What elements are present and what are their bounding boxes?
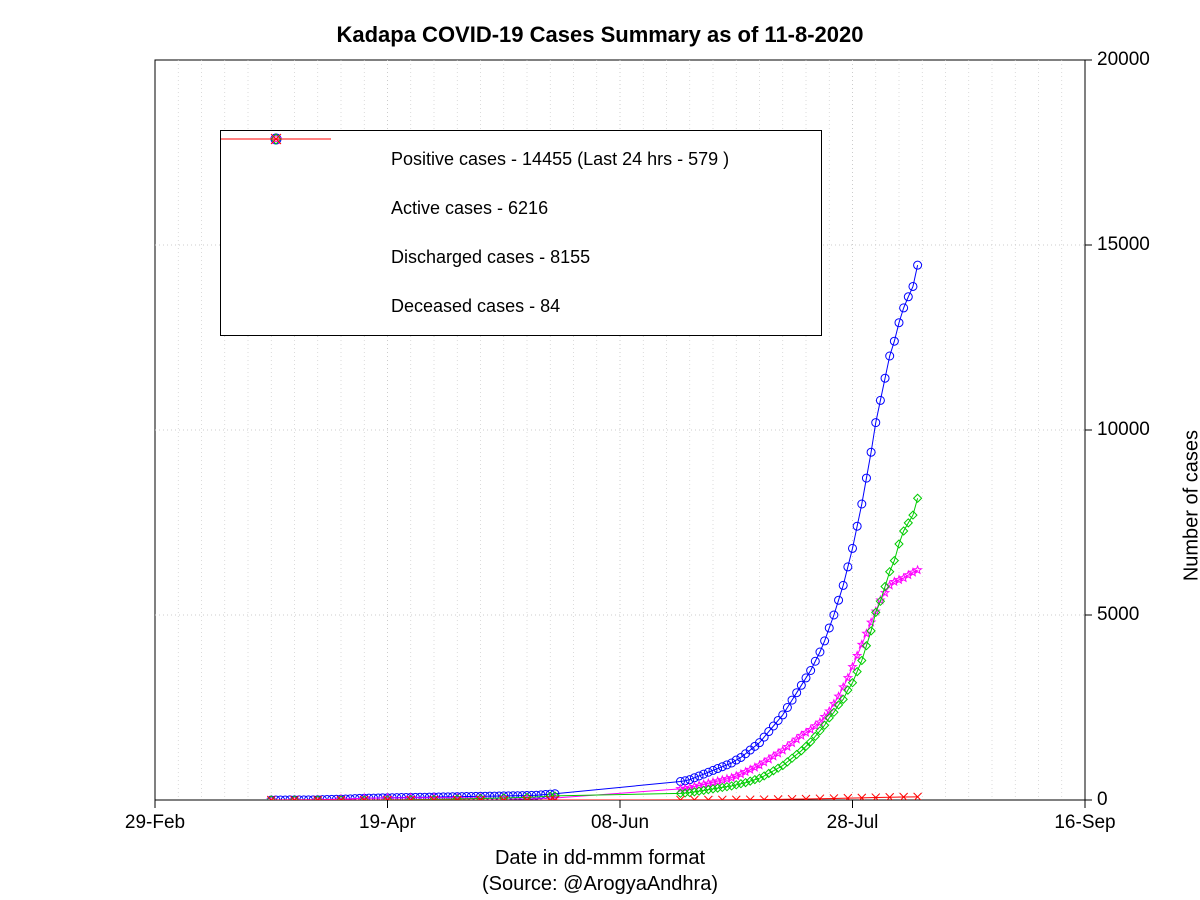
legend-item: Positive cases - 14455 (Last 24 hrs - 57… xyxy=(251,149,791,170)
x-axis-sublabel: (Source: @ArogyaAndhra) xyxy=(0,873,1200,896)
chart-container: Kadapa COVID-19 Cases Summary as of 11-8… xyxy=(0,0,1200,900)
y-axis-label: Number of cases xyxy=(1181,430,1200,581)
x-tick-label: 08-Jun xyxy=(591,812,649,834)
legend: Positive cases - 14455 (Last 24 hrs - 57… xyxy=(220,130,822,336)
legend-label: Discharged cases - 8155 xyxy=(391,247,590,268)
series-discharged xyxy=(267,494,921,804)
x-tick-label: 29-Feb xyxy=(125,812,185,834)
legend-label: Deceased cases - 84 xyxy=(391,296,560,317)
legend-item: Active cases - 6216 xyxy=(251,198,791,219)
legend-sample xyxy=(251,299,361,315)
legend-label: Positive cases - 14455 (Last 24 hrs - 57… xyxy=(391,149,729,170)
series-group xyxy=(267,261,921,804)
legend-sample xyxy=(251,201,361,217)
y-tick-label: 10000 xyxy=(1097,419,1150,441)
legend-sample xyxy=(251,250,361,266)
y-tick-label: 15000 xyxy=(1097,234,1150,256)
y-tick-label: 0 xyxy=(1097,789,1108,811)
legend-item: Discharged cases - 8155 xyxy=(251,247,791,268)
legend-label: Active cases - 6216 xyxy=(391,198,548,219)
y-tick-label: 20000 xyxy=(1097,49,1150,71)
y-tick-label: 5000 xyxy=(1097,604,1139,626)
x-tick-label: 16-Sep xyxy=(1054,812,1115,834)
x-tick-label: 19-Apr xyxy=(359,812,416,834)
series-line xyxy=(271,570,917,800)
legend-sample xyxy=(251,152,361,168)
legend-item: Deceased cases - 84 xyxy=(251,296,791,317)
x-axis-label: Date in dd-mmm format xyxy=(0,847,1200,870)
x-tick-label: 28-Jul xyxy=(827,812,879,834)
series-active xyxy=(267,566,921,803)
